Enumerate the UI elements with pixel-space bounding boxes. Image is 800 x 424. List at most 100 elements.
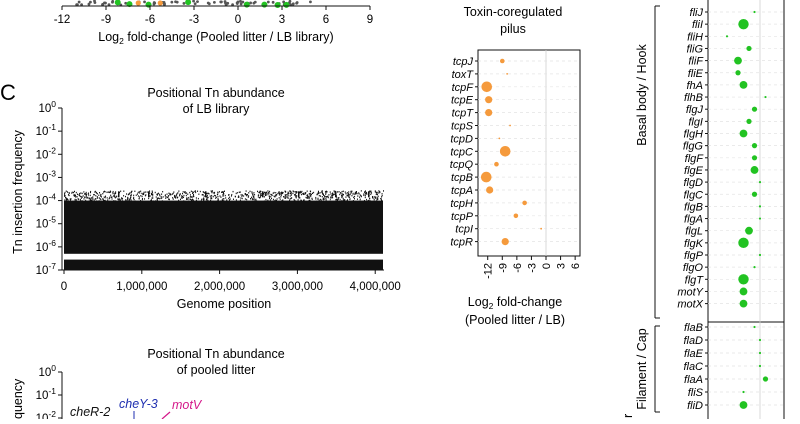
lb-point — [191, 196, 193, 198]
lb-point — [332, 193, 334, 195]
lb-point — [263, 196, 265, 198]
lb-point — [115, 192, 117, 195]
lb-point — [287, 197, 289, 200]
lb-point — [169, 193, 171, 196]
lb-point — [156, 200, 158, 202]
lb-point — [359, 200, 361, 202]
top-point — [249, 1, 252, 5]
lb-point — [266, 200, 268, 202]
lb-point — [127, 200, 129, 202]
flagella-gene-label: flgG — [683, 141, 704, 153]
lb-point — [150, 199, 152, 201]
lb-point — [78, 198, 80, 201]
lb-point — [329, 191, 331, 193]
toxin-gene-label: tcpQ — [450, 159, 474, 171]
lb-point — [324, 191, 326, 193]
lb-point — [302, 193, 304, 196]
lb-point — [325, 192, 327, 194]
top-point — [282, 0, 286, 4]
filament-group-label: Filament / Cap — [635, 328, 649, 409]
top-point-green — [145, 1, 152, 8]
lb-point — [329, 198, 331, 200]
lb-point — [309, 194, 311, 197]
lb-point — [152, 193, 154, 196]
lb-point — [302, 193, 304, 195]
lb-point — [99, 198, 101, 200]
flagella-point — [751, 155, 758, 161]
lb-point — [241, 194, 243, 196]
lb-point — [287, 194, 289, 197]
lb-point — [217, 193, 219, 196]
flagella-gene-label: fliD — [687, 400, 703, 412]
lb-point — [120, 190, 122, 192]
top-point — [80, 3, 83, 7]
toxin-point — [513, 213, 519, 219]
flagella-point — [753, 266, 756, 269]
toxin-x-tick-label: -12 — [483, 263, 495, 279]
lb-point — [151, 191, 153, 194]
lb-point — [337, 197, 339, 199]
lb-point — [184, 191, 186, 193]
lb-point — [217, 200, 219, 202]
flagella-point — [758, 181, 762, 184]
lb-point — [300, 191, 302, 193]
lb-point — [240, 197, 242, 199]
lb-point — [263, 200, 265, 202]
flagella-point — [739, 287, 748, 296]
lb-point — [176, 193, 178, 195]
lb-point — [74, 194, 76, 197]
lb-point — [321, 192, 323, 194]
top-point — [239, 2, 243, 6]
lb-point — [222, 194, 224, 196]
lb-point — [273, 195, 275, 197]
toxin-x-tick-label: -6 — [512, 263, 524, 273]
lb-point — [271, 197, 273, 200]
lb-point — [211, 191, 213, 194]
lb-point — [202, 199, 204, 201]
lb-point — [139, 192, 141, 194]
lb-point — [64, 196, 66, 199]
top-x-tick-label: 9 — [367, 14, 373, 26]
lb-point — [295, 193, 297, 195]
lb-point — [358, 192, 360, 194]
lb-point — [161, 193, 163, 195]
lb-point — [92, 196, 94, 198]
lb-point — [64, 191, 66, 194]
lb-point — [65, 197, 67, 199]
lb-point — [171, 193, 173, 195]
lb-point — [274, 196, 276, 198]
flagella-gene-label: flgP — [684, 250, 704, 262]
top-point — [266, 0, 270, 4]
lb-point — [376, 199, 378, 201]
top-point — [291, 2, 295, 6]
lb-point — [85, 191, 87, 194]
lb-point — [299, 197, 301, 199]
lb-point — [121, 197, 123, 199]
lb-point — [318, 194, 320, 197]
lb-point — [167, 196, 169, 198]
lb-point — [247, 196, 249, 198]
lb-point — [300, 199, 302, 201]
lb-y-tick-label: 10-7 — [36, 261, 57, 277]
lb-point — [295, 195, 297, 197]
lb-point — [192, 200, 194, 202]
flagella-point — [735, 70, 741, 76]
flagella-gene-label: flgJ — [686, 104, 704, 116]
lb-point — [243, 195, 245, 197]
lb-x-tick-label: 3,000,000 — [272, 281, 323, 293]
lb-point — [116, 196, 118, 198]
lb-point — [114, 196, 116, 199]
lb-point — [197, 197, 199, 200]
lb-point — [339, 198, 341, 201]
lb-point — [377, 198, 379, 200]
lb-point — [316, 193, 318, 196]
lb-point — [168, 198, 170, 200]
lb-point — [140, 195, 142, 197]
lb-point — [258, 196, 260, 199]
lb-point — [164, 194, 166, 196]
flagella-gene-label: fliJ — [690, 7, 704, 19]
lb-point — [119, 191, 121, 194]
top-point — [231, 3, 234, 7]
lb-point — [300, 192, 302, 194]
lb-point — [66, 200, 68, 202]
